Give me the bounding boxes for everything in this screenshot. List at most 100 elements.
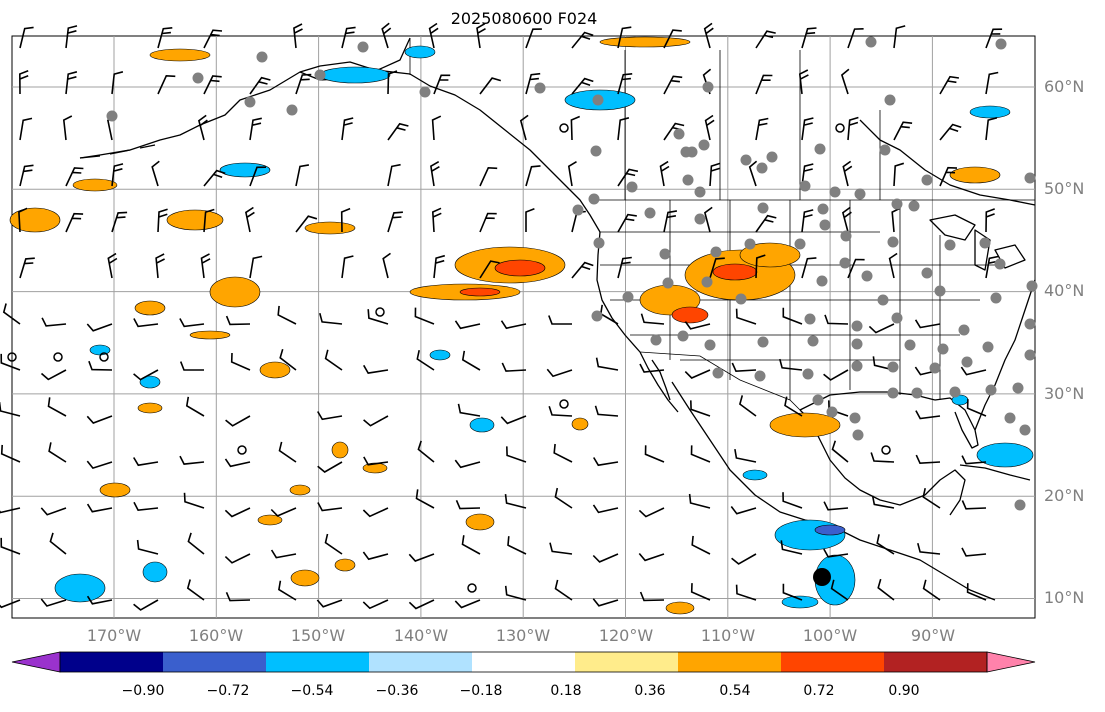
wind-barb	[0, 537, 21, 555]
wind-barb	[479, 212, 497, 233]
colorbar-tick-label: −0.72	[206, 683, 250, 699]
wind-barb	[179, 361, 204, 371]
lon-label: 120°W	[598, 626, 654, 645]
wind-barb	[594, 405, 619, 417]
station-dot	[921, 174, 933, 186]
station-dot	[740, 154, 752, 166]
wind-barb	[417, 440, 435, 463]
wind-barb	[735, 584, 757, 601]
wind-barb	[133, 318, 159, 328]
wind-barb	[203, 29, 223, 49]
station-dot	[1004, 412, 1016, 424]
wind-barb	[893, 162, 905, 187]
wind-barb	[225, 315, 251, 326]
wind-barb	[663, 75, 683, 95]
wind-barb	[782, 583, 803, 601]
wind-barb	[917, 542, 941, 555]
wind-barb	[801, 27, 817, 49]
wind-barb	[684, 369, 711, 379]
wind-barb	[554, 487, 573, 509]
wind-barb	[823, 501, 849, 511]
wind-barb	[454, 320, 481, 330]
wind-barb	[784, 396, 803, 417]
wind-barb	[86, 415, 113, 424]
wind-barb	[387, 122, 409, 141]
wind-barb	[362, 551, 389, 561]
wind-barb	[755, 214, 777, 233]
wind-barb	[871, 495, 895, 509]
wind-barb	[363, 364, 389, 374]
wind-barb	[592, 598, 619, 607]
station-dot	[1014, 499, 1026, 511]
lon-label: 170°W	[86, 626, 142, 645]
wind-barb	[617, 73, 633, 95]
wind-barb	[755, 117, 769, 141]
station-dot	[704, 339, 716, 351]
lon-label: 140°W	[393, 626, 449, 645]
lon-label: 110°W	[700, 626, 756, 645]
colorbar-segment	[884, 652, 988, 672]
wind-barb	[888, 252, 898, 279]
station-dot	[677, 330, 689, 342]
colorbar-tick-label: 0.90	[888, 683, 920, 699]
lat-label: 50°N	[1044, 179, 1085, 198]
station-dot	[644, 207, 656, 219]
lon-label: 160°W	[188, 626, 244, 645]
station-dot	[244, 96, 256, 108]
wind-barb	[570, 115, 581, 141]
wind-barb	[157, 74, 176, 95]
wind-barb	[133, 457, 159, 467]
wind-barb	[592, 504, 619, 514]
station-dot	[982, 341, 994, 353]
wind-barbs	[0, 22, 1003, 611]
wind-barb	[690, 445, 711, 463]
wind-barb	[203, 208, 215, 233]
wind-barb	[455, 499, 481, 510]
station-dot	[884, 94, 896, 106]
wind-barb	[430, 161, 440, 187]
wind-barb	[387, 163, 401, 187]
colorbar-extend-low	[11, 651, 61, 673]
wind-barb	[224, 507, 251, 518]
wind-barb	[709, 162, 721, 187]
wind-barb	[703, 206, 713, 233]
wind-barb	[966, 583, 987, 601]
wind-barb	[187, 532, 205, 555]
wind-barb	[387, 70, 398, 95]
station-dot	[314, 69, 326, 81]
wind-barb	[230, 352, 251, 371]
wind-barb	[249, 166, 267, 187]
station-dot	[995, 38, 1007, 50]
lon-label: 130°W	[495, 626, 551, 645]
wind-barb	[19, 257, 35, 279]
wind-barb	[644, 445, 665, 463]
station-dot	[887, 387, 899, 399]
wind-barb	[571, 261, 594, 279]
wind-barb	[755, 30, 776, 49]
wind-barb	[525, 28, 542, 49]
station-dot	[851, 360, 863, 372]
wind-barb	[519, 114, 529, 141]
wind-barb	[151, 160, 160, 187]
wind-barb	[922, 579, 941, 601]
station-dot	[650, 334, 662, 346]
wind-barb	[961, 547, 987, 557]
wind-barb	[317, 502, 343, 512]
station-dot	[1024, 172, 1036, 184]
wind-barb	[408, 599, 435, 610]
wind-barb	[961, 500, 987, 510]
wind-barb	[245, 206, 255, 233]
station-dot	[887, 361, 899, 373]
station-dot	[851, 338, 863, 350]
wind-barb	[249, 255, 263, 279]
station-dot	[861, 270, 873, 282]
wind-barb	[782, 307, 803, 325]
wind-barb	[65, 167, 84, 187]
station-dot	[659, 248, 671, 260]
wind-barb	[295, 73, 312, 95]
station-dot	[735, 293, 747, 305]
wind-barb	[19, 117, 33, 141]
wind-barb	[782, 492, 803, 509]
wind-barb	[179, 455, 205, 465]
wind-barb	[690, 583, 711, 601]
